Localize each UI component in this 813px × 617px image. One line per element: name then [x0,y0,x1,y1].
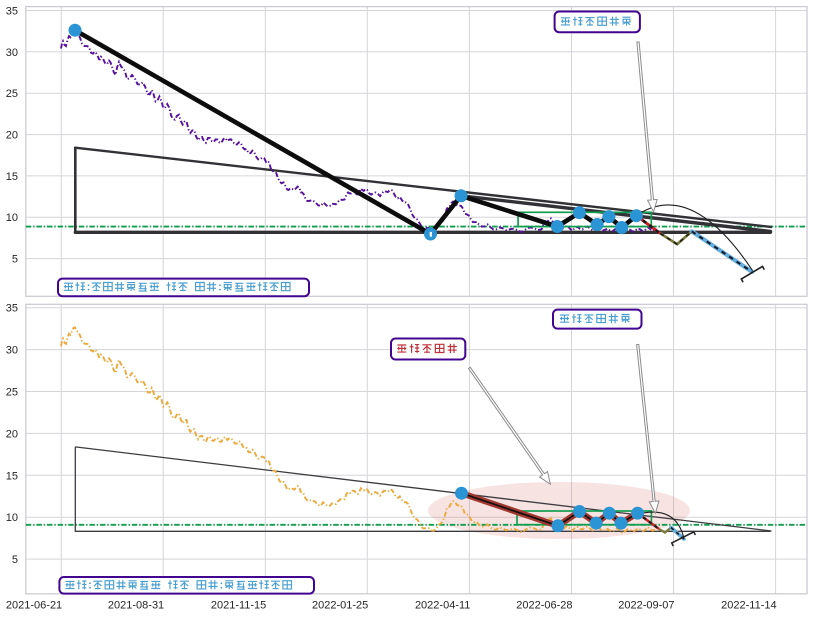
svg-text:20: 20 [6,130,18,142]
svg-text:25: 25 [6,88,18,100]
svg-text:2022-04-11: 2022-04-11 [415,600,470,612]
svg-text:2022-09-07: 2022-09-07 [618,600,674,612]
svg-text:30: 30 [6,47,18,59]
svg-text:2021-11-15: 2021-11-15 [211,600,266,612]
svg-text:25: 25 [6,387,18,399]
svg-text:2022-11-14: 2022-11-14 [721,600,776,612]
svg-text:2021-06-21: 2021-06-21 [6,600,62,612]
svg-text:5: 5 [12,254,18,266]
svg-text:10: 10 [6,212,18,224]
svg-text:2022-01-25: 2022-01-25 [312,600,368,612]
svg-text:20: 20 [6,428,18,440]
svg-text:15: 15 [6,470,18,482]
svg-text:2021-08-31: 2021-08-31 [108,600,164,612]
svg-text:35: 35 [6,6,18,18]
svg-text:5: 5 [12,554,18,566]
svg-text:30: 30 [6,345,18,357]
svg-text:15: 15 [6,171,18,183]
svg-text:2022-06-28: 2022-06-28 [516,600,572,612]
svg-text:35: 35 [6,303,18,315]
svg-text:10: 10 [6,512,18,524]
